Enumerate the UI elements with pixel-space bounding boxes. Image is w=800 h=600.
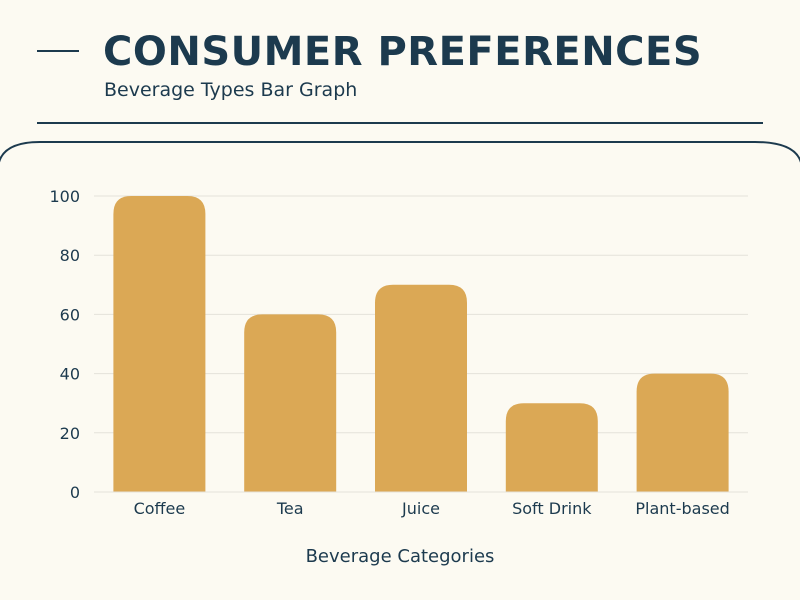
x-axis-ticks: Coffee Tea Juice Soft Drink Plant-based — [134, 499, 730, 518]
y-tick-label: 60 — [60, 305, 80, 324]
page-title: CONSUMER PREFERENCES — [103, 29, 703, 75]
x-tick-label: Soft Drink — [512, 499, 592, 518]
y-tick-label: 20 — [60, 424, 80, 443]
y-axis-ticks: 0 20 40 60 80 100 — [49, 187, 80, 502]
x-axis-label: Beverage Categories — [306, 546, 495, 567]
bar-coffee — [113, 196, 206, 492]
bars — [113, 196, 729, 492]
y-tick-label: 80 — [60, 246, 80, 265]
y-tick-label: 0 — [70, 483, 80, 502]
y-tick-label: 100 — [49, 187, 80, 206]
bar-tea — [244, 314, 337, 492]
bar-soft-drink — [505, 403, 598, 492]
y-tick-label: 40 — [60, 365, 80, 384]
title-dash-decoration — [37, 50, 79, 52]
x-tick-label: Coffee — [134, 499, 186, 518]
x-tick-label: Tea — [276, 499, 304, 518]
x-tick-label: Juice — [401, 499, 440, 518]
page-subtitle: Beverage Types Bar Graph — [104, 79, 358, 101]
bar-plant-based — [636, 373, 729, 492]
chart-panel-border — [0, 141, 800, 163]
x-tick-label: Plant-based — [635, 499, 729, 518]
header-divider — [37, 122, 763, 124]
bar-juice — [375, 284, 467, 492]
